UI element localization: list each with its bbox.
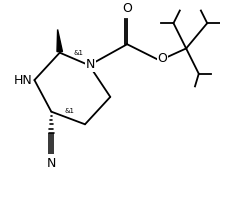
Text: O: O xyxy=(158,53,168,66)
Text: HN: HN xyxy=(14,74,32,87)
Text: &1: &1 xyxy=(65,108,75,114)
Polygon shape xyxy=(57,30,63,52)
Text: N: N xyxy=(86,58,95,71)
Text: &1: &1 xyxy=(74,50,83,56)
Text: O: O xyxy=(122,2,132,15)
Text: N: N xyxy=(47,157,56,170)
